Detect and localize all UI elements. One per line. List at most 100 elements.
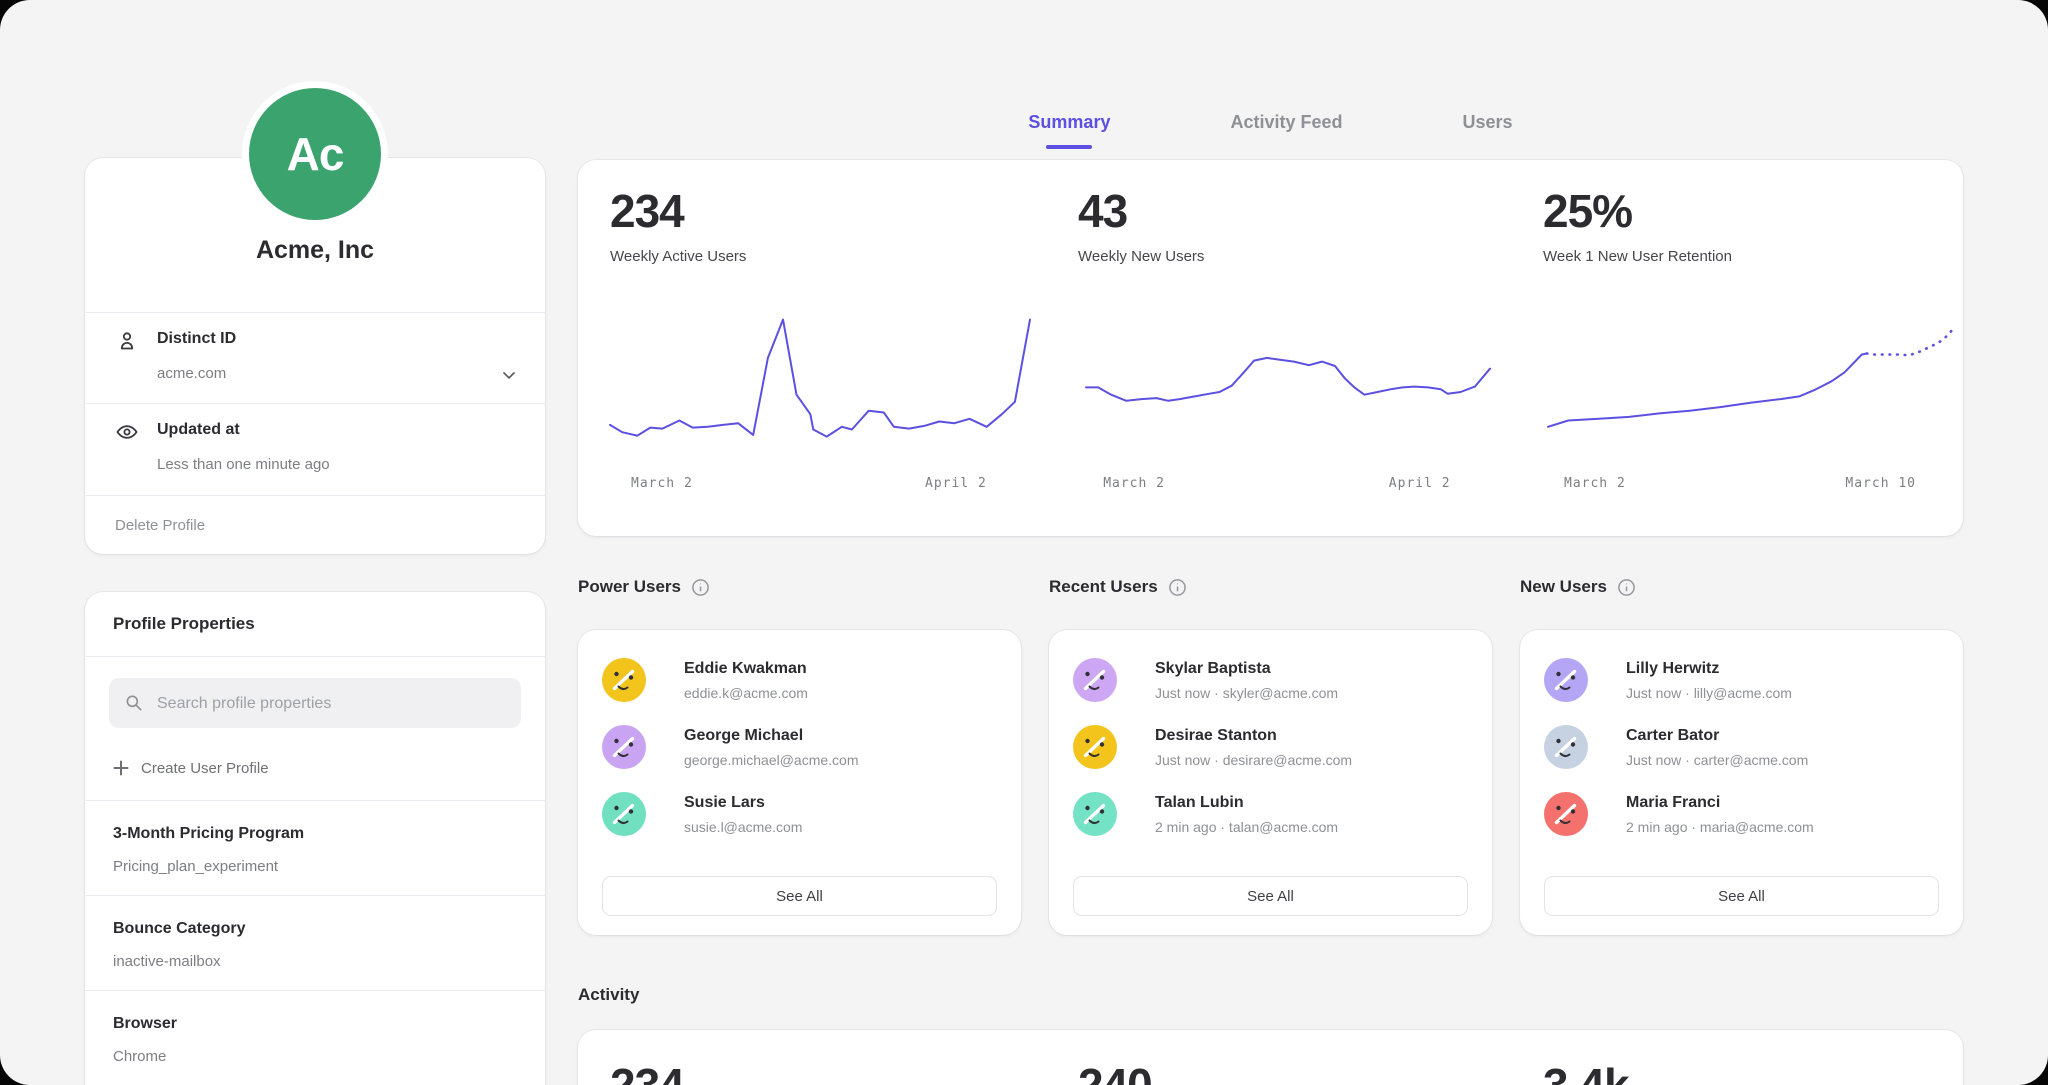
property-row-browser[interactable]: Browser Chrome xyxy=(85,990,545,1085)
x-tick: March 2 xyxy=(1103,476,1165,491)
user-name: Desirae Stanton xyxy=(1155,727,1277,745)
property-label: Browser xyxy=(113,1015,177,1033)
user-name: Talan Lubin xyxy=(1155,794,1244,812)
property-value: Pricing_plan_experiment xyxy=(113,858,278,875)
summary-stats-card: 234 Weekly Active Users March 2 April 2 … xyxy=(578,160,1963,536)
new-users-title: New Users xyxy=(1520,577,1607,597)
user-name: Carter Bator xyxy=(1626,727,1719,745)
user-avatar xyxy=(1544,725,1588,769)
info-icon[interactable] xyxy=(1617,578,1636,597)
user-subtitle: george.michael@acme.com xyxy=(684,752,859,768)
create-user-profile-button[interactable]: Create User Profile xyxy=(113,748,269,788)
chevron-down-icon[interactable] xyxy=(499,365,519,385)
recent-users-card: Skylar Baptista Just now · skyler@acme.c… xyxy=(1049,630,1492,935)
user-name: Maria Franci xyxy=(1626,794,1720,812)
user-row[interactable]: Eddie Kwakman eddie.k@acme.com xyxy=(602,658,997,718)
sparkline-chart xyxy=(1543,306,1963,456)
x-tick: April 2 xyxy=(1389,476,1451,491)
property-label: Bounce Category xyxy=(113,920,245,938)
distinct-id-label: Distinct ID xyxy=(157,330,236,348)
tab-summary[interactable]: Summary xyxy=(1028,112,1110,149)
user-avatar xyxy=(602,792,646,836)
user-avatar xyxy=(1544,658,1588,702)
company-profile-card: Ac Acme, Inc Distinct ID acme.com Update… xyxy=(85,158,545,554)
weekly-active-users-chart: 234 Weekly Active Users March 2 April 2 xyxy=(610,160,1030,536)
new-users-header: New Users xyxy=(1520,577,1636,597)
stat-value: 43 xyxy=(1078,184,1127,238)
info-icon[interactable] xyxy=(691,578,710,597)
user-subtitle: Just now · lilly@acme.com xyxy=(1626,685,1792,701)
activity-stat: 234 xyxy=(610,1058,684,1085)
new-users-card: Lilly Herwitz Just now · lilly@acme.com … xyxy=(1520,630,1963,935)
plus-icon xyxy=(113,760,129,776)
user-row[interactable]: Skylar Baptista Just now · skyler@acme.c… xyxy=(1073,658,1468,718)
tab-bar: Summary Activity Feed Users xyxy=(578,112,1963,149)
activity-card: 234 240 3.4k xyxy=(578,1030,1963,1085)
tab-users[interactable]: Users xyxy=(1463,112,1513,149)
property-row-bounce-category[interactable]: Bounce Category inactive-mailbox xyxy=(85,895,545,991)
search-input[interactable] xyxy=(155,678,511,730)
profile-properties-title: Profile Properties xyxy=(113,614,255,634)
see-all-button[interactable]: See All xyxy=(602,876,997,916)
profile-properties-card: Profile Properties Create User Profile 3… xyxy=(85,592,545,1085)
x-tick: March 10 xyxy=(1845,476,1916,491)
user-subtitle: Just now · carter@acme.com xyxy=(1626,752,1808,768)
sparkline-chart xyxy=(610,306,1030,456)
company-avatar-initials: Ac xyxy=(287,127,344,181)
power-users-header: Power Users xyxy=(578,577,710,597)
see-all-button[interactable]: See All xyxy=(1544,876,1939,916)
updated-at-value: Less than one minute ago xyxy=(157,456,330,473)
x-tick: April 2 xyxy=(925,476,987,491)
user-name: Lilly Herwitz xyxy=(1626,660,1719,678)
search-profile-properties[interactable] xyxy=(109,678,521,728)
company-avatar: Ac xyxy=(249,88,381,220)
recent-users-title: Recent Users xyxy=(1049,577,1158,597)
updated-at-row: Updated at Less than one minute ago xyxy=(85,403,545,496)
user-row[interactable]: Talan Lubin 2 min ago · talan@acme.com xyxy=(1073,792,1468,852)
user-row[interactable]: Desirae Stanton Just now · desirare@acme… xyxy=(1073,725,1468,785)
divider xyxy=(85,656,545,657)
search-icon xyxy=(124,693,144,713)
info-icon[interactable] xyxy=(1168,578,1187,597)
property-label: 3-Month Pricing Program xyxy=(113,825,304,843)
recent-users-header: Recent Users xyxy=(1049,577,1187,597)
property-value: Chrome xyxy=(113,1048,166,1065)
user-avatar xyxy=(1073,792,1117,836)
user-avatar xyxy=(1073,658,1117,702)
week1-retention-chart: 25% Week 1 New User Retention March 2 Ma… xyxy=(1543,160,1963,536)
user-subtitle: eddie.k@acme.com xyxy=(684,685,808,701)
activity-stat: 3.4k xyxy=(1543,1058,1629,1085)
user-avatar xyxy=(1073,725,1117,769)
weekly-new-users-chart: 43 Weekly New Users March 2 April 2 xyxy=(1078,160,1498,536)
x-tick: March 2 xyxy=(631,476,693,491)
distinct-id-value: acme.com xyxy=(157,365,226,382)
property-row-pricing-program[interactable]: 3-Month Pricing Program Pricing_plan_exp… xyxy=(85,800,545,896)
power-users-title: Power Users xyxy=(578,577,681,597)
delete-profile-button[interactable]: Delete Profile xyxy=(85,495,545,554)
user-row[interactable]: Lilly Herwitz Just now · lilly@acme.com xyxy=(1544,658,1939,718)
user-name: Susie Lars xyxy=(684,794,765,812)
stat-label: Weekly Active Users xyxy=(610,248,746,265)
x-axis-ticks: March 2 April 2 xyxy=(1078,476,1498,494)
x-axis-ticks: March 2 March 10 xyxy=(1543,476,1963,494)
user-subtitle: Just now · skyler@acme.com xyxy=(1155,685,1338,701)
user-row[interactable]: Susie Lars susie.l@acme.com xyxy=(602,792,997,852)
distinct-id-row[interactable]: Distinct ID acme.com xyxy=(85,312,545,404)
company-name: Acme, Inc xyxy=(85,236,545,265)
activity-section-title: Activity xyxy=(578,985,639,1005)
x-tick: March 2 xyxy=(1564,476,1626,491)
user-name: Eddie Kwakman xyxy=(684,660,807,678)
tab-activity-feed[interactable]: Activity Feed xyxy=(1230,112,1342,149)
stat-value: 25% xyxy=(1543,184,1632,238)
user-avatar xyxy=(1544,792,1588,836)
user-name: George Michael xyxy=(684,727,803,745)
see-all-button[interactable]: See All xyxy=(1073,876,1468,916)
property-value: inactive-mailbox xyxy=(113,953,221,970)
activity-stat: 240 xyxy=(1078,1058,1152,1085)
user-row[interactable]: George Michael george.michael@acme.com xyxy=(602,725,997,785)
user-row[interactable]: Maria Franci 2 min ago · maria@acme.com xyxy=(1544,792,1939,852)
user-subtitle: susie.l@acme.com xyxy=(684,819,802,835)
user-subtitle: Just now · desirare@acme.com xyxy=(1155,752,1352,768)
user-row[interactable]: Carter Bator Just now · carter@acme.com xyxy=(1544,725,1939,785)
power-users-card: Eddie Kwakman eddie.k@acme.com George Mi… xyxy=(578,630,1021,935)
